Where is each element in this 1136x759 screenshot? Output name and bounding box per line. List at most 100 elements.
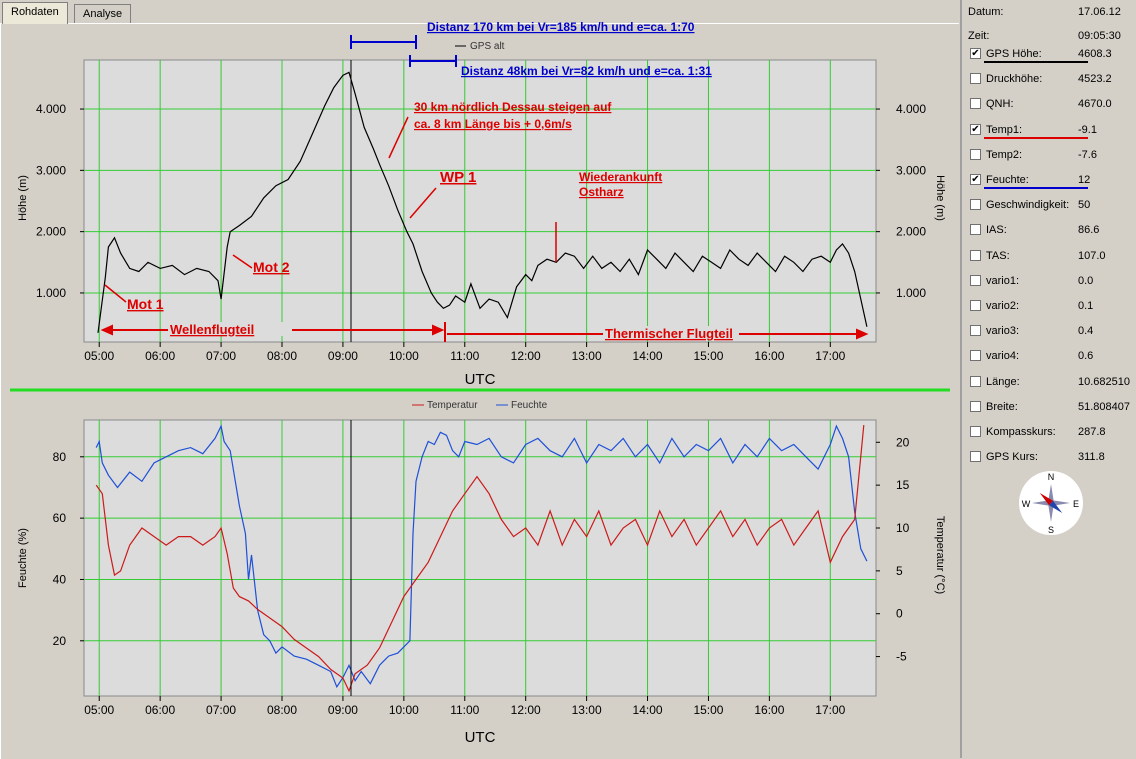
altitude-series [97,71,868,333]
x-tick-label: 16:00 [754,349,784,363]
compass-n: N [1048,472,1055,482]
sidebar-row[interactable]: vario4: 0.6 [962,346,1136,366]
y-tick-label: 2.000 [36,225,66,239]
sidebar-value: 09:05:30 [1078,30,1121,42]
sidebar-row[interactable]: Geschwindigkeit: 50 [962,195,1136,215]
sidebar-label: GPS Kurs: [986,451,1038,464]
y-tick-label: 80 [53,450,67,464]
sidebar-checkbox[interactable] [970,451,981,463]
humidity-y-ticks-right: -5 0 5 10 15 20 [876,435,910,664]
sidebar-checkbox[interactable] [970,73,981,85]
sidebar-label: GPS Höhe: [986,48,1042,60]
legend-temperatur: Temperatur [427,400,478,411]
sidebar-label: vario3: [986,325,1020,338]
annotation-mot1: Mot 1 [127,296,164,312]
temperature-y-label: Temperatur (°C) [934,516,946,594]
distance-markers [350,35,457,67]
sidebar-label: Feuchte: [986,174,1029,186]
sidebar-label: Länge: [986,375,1020,388]
altitude-x-ticks: 05:00 06:00 07:00 08:00 09:00 10:00 11:00 12:00… [84,342,846,363]
sidebar-label: vario1: [986,274,1020,287]
x-tick-label: 07:00 [206,703,236,717]
x-tick-label: 16:00 [754,703,784,717]
x-tick-label: 08:00 [267,703,297,717]
x-tick-label: 15:00 [693,349,723,363]
sidebar-row[interactable]: vario2: 0.1 [962,296,1136,316]
tab-analyse[interactable]: Analyse [74,4,132,23]
sidebar-checkbox[interactable]: ✔ [970,123,981,135]
sidebar-row[interactable]: vario1: 0.0 [962,271,1136,291]
sidebar-row[interactable]: ✔ GPS Höhe: 4608.3 [962,44,1136,64]
sidebar-checkbox[interactable] [970,224,981,236]
sidebar-checkbox[interactable] [970,300,981,311]
sidebar-row[interactable]: vario3: 0.4 [962,321,1136,341]
sidebar-row[interactable]: Kompasskurs: 287.8 [962,422,1136,442]
series-line-temperatur [95,425,865,693]
sidebar-row[interactable]: GPS Kurs: 311.8 [962,447,1136,467]
sidebar-checkbox[interactable] [970,199,981,211]
sidebar-checkbox[interactable] [970,375,981,387]
sidebar-row: Datum: 17.06.12 [962,2,1136,22]
sidebar-row[interactable]: ✔ Temp1: -9.1 [962,120,1136,140]
humidity-temp-series [95,424,868,693]
y-tick-label-right: 0 [896,607,903,621]
sidebar-row[interactable]: Druckhöhe: 4523.2 [962,69,1136,89]
y-tick-label: 40 [53,572,67,586]
x-tick-label: 13:00 [572,349,602,363]
sidebar-label: QNH: [986,98,1014,111]
sidebar-row[interactable]: IAS: 86.6 [962,220,1136,240]
x-tick-label: 13:00 [572,703,602,717]
sidebar-checkbox[interactable]: ✔ [970,48,981,59]
sidebar-row[interactable]: Breite: 51.808407 [962,397,1136,417]
sidebar-row[interactable]: TAS: 107.0 [962,246,1136,266]
y-tick-label-right: 2.000 [896,225,926,239]
humidity-y-ticks-left: 20 40 60 80 [53,450,84,648]
x-tick-label: 17:00 [815,349,845,363]
x-tick-label: 17:00 [815,703,845,717]
x-tick-label: 05:00 [84,703,114,717]
y-tick-label: 3.000 [36,163,66,177]
x-tick-label: 12:00 [511,703,541,717]
sidebar-row[interactable]: Temp2: -7.6 [962,145,1136,165]
humidity-y-label: Feuchte (%) [17,528,29,588]
annotation-distanz-170: Distanz 170 km bei Vr=185 km/h und e=ca.… [427,20,695,34]
sidebar-value: 4608.3 [1078,48,1112,60]
sidebar-checkbox[interactable] [970,325,981,337]
sidebar-row[interactable]: QNH: 4670.0 [962,94,1136,114]
annotation-dessau-1: 30 km nördlich Dessau steigen auf [414,100,612,114]
sidebar-value: 50 [1078,199,1091,212]
sidebar-checkbox[interactable] [970,249,981,261]
y-tick-label-right: 10 [896,521,910,535]
sidebar-checkbox[interactable] [970,426,981,437]
sidebar-checkbox[interactable] [970,400,981,412]
annotation-wp1: WP 1 [440,169,476,186]
y-tick-label-right: 4.000 [896,102,926,116]
x-tick-label: 12:00 [511,349,541,363]
sidebar-checkbox[interactable] [970,148,981,160]
altitude-x-label: UTC [465,371,496,388]
sidebar-label: Datum: [968,6,1004,18]
wellenflug-label-bg [168,322,292,336]
sidebar-checkbox[interactable] [970,98,981,110]
x-tick-label: 05:00 [84,349,114,363]
annotation-ostharz: Ostharz [579,185,624,199]
sidebar-row[interactable]: ✔ Feuchte: 12 [962,170,1136,190]
humidity-x-ticks: 05:00 06:00 07:00 08:00 09:00 10:00 11:00 12:00… [84,696,846,717]
sidebar-checkbox[interactable] [970,350,981,362]
sidebar-label: Druckhöhe: [986,73,1043,86]
sidebar-value: 10.682510 [1078,375,1130,388]
x-tick-label: 10:00 [389,703,419,717]
y-tick-label-right: 5 [896,564,903,578]
x-tick-label: 11:00 [450,349,479,363]
altitude-y-label: Höhe (m) [17,175,29,221]
sidebar-checkbox[interactable] [970,274,981,286]
tab-rohdaten[interactable]: Rohdaten [2,2,68,24]
annotation-dessau-2: ca. 8 km Länge bis + 0,6m/s [414,117,572,131]
sidebar-checkbox[interactable]: ✔ [970,174,981,185]
compass-rose: N E S W [1019,471,1083,535]
sidebar-row[interactable]: Länge: 10.682510 [962,372,1136,392]
sidebar-value: 311.8 [1078,451,1105,464]
compass-heading-arrow [1039,493,1063,513]
annotation-mot2: Mot 2 [253,259,290,275]
annotation-wellenflugteil: Wellenflugteil [170,322,254,337]
